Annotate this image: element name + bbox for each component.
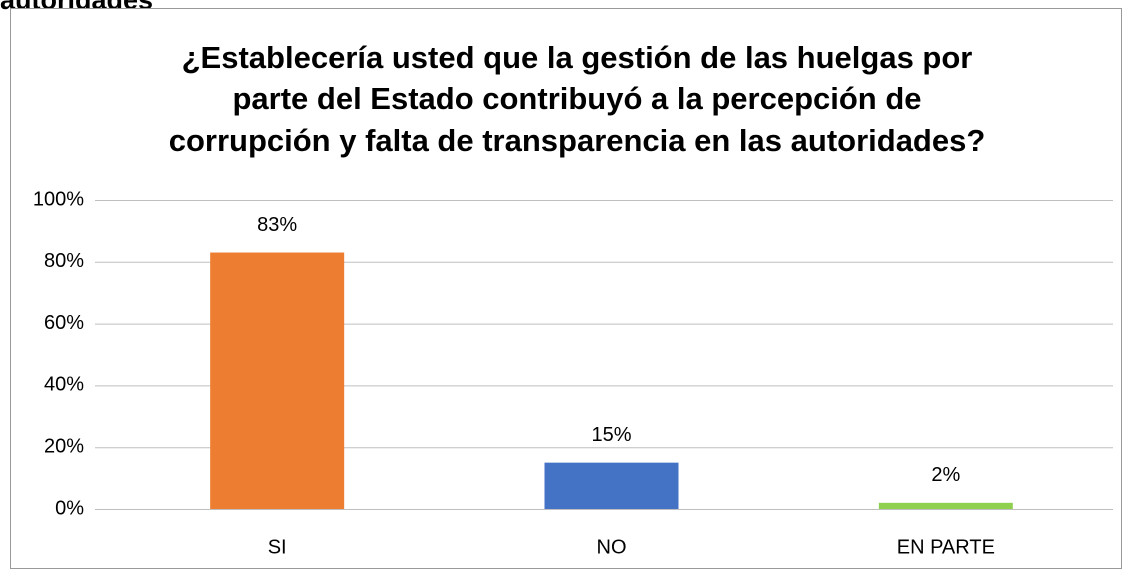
- chart-title: parte del Estado contribuyó a la percepc…: [232, 81, 921, 116]
- chart-title: ¿Establecería usted que la gestión de la…: [182, 40, 973, 75]
- y-tick-label: 60%: [44, 312, 84, 334]
- data-label: 83%: [257, 214, 297, 236]
- chart-title: corrupción y falta de transparencia en l…: [169, 123, 986, 158]
- data-label: 15%: [591, 424, 631, 446]
- y-tick-label: 100%: [33, 188, 84, 210]
- x-tick-label: EN PARTE: [897, 536, 995, 558]
- y-tick-label: 20%: [44, 435, 84, 457]
- x-tick-label: NO: [597, 536, 627, 558]
- bar: [878, 502, 1013, 509]
- bar: [210, 252, 345, 509]
- y-tick-label: 0%: [55, 497, 84, 519]
- x-tick-label: SI: [268, 536, 287, 558]
- data-label: 2%: [931, 464, 960, 486]
- y-tick-label: 80%: [44, 250, 84, 272]
- y-tick-label: 40%: [44, 374, 84, 396]
- bar: [544, 462, 679, 509]
